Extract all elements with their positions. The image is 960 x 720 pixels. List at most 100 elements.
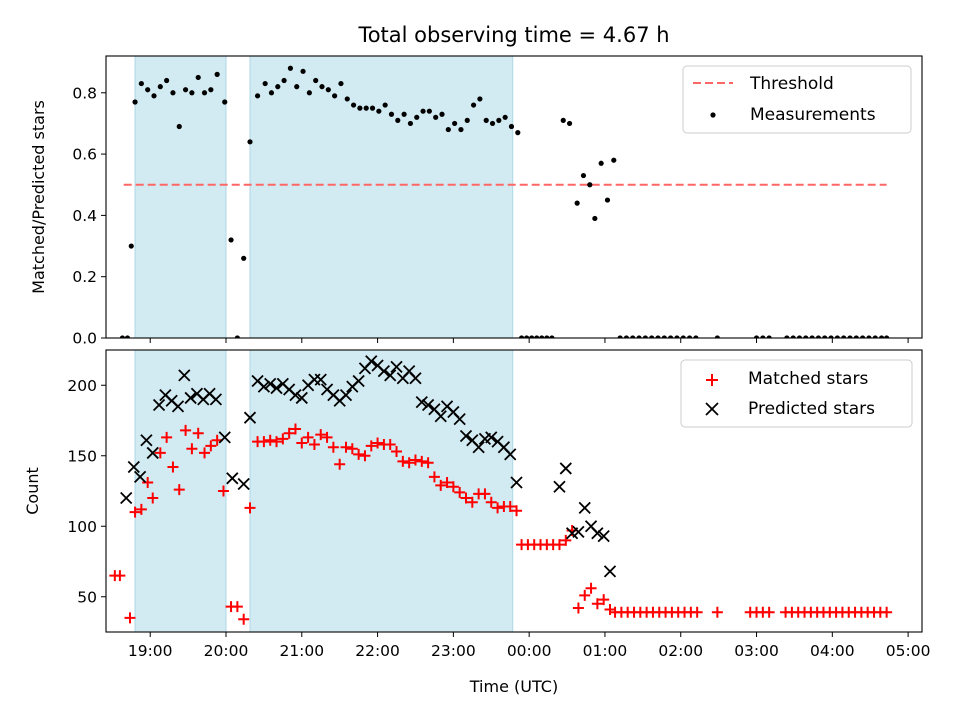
matched-star-point xyxy=(441,477,453,489)
y-tick-label: 50 xyxy=(77,588,97,606)
measurement-point xyxy=(560,117,566,123)
y-tick-label: 0.2 xyxy=(72,268,97,286)
measurement-point xyxy=(580,172,587,179)
measurement-point xyxy=(815,335,822,338)
top-panel: 0.00.20.40.60.8 Matched/Predicted stars … xyxy=(29,55,923,348)
bottom-legend-box xyxy=(680,359,913,428)
measurement-point xyxy=(275,84,281,90)
matched-star-point xyxy=(585,582,597,594)
measurement-point xyxy=(574,200,580,206)
measurement-points xyxy=(119,65,890,338)
measurement-point xyxy=(208,87,214,93)
predicted-star-point xyxy=(591,527,604,540)
matched-star-point xyxy=(340,441,352,453)
measurement-point xyxy=(680,335,686,338)
matched-star-point xyxy=(372,437,384,449)
measurement-point xyxy=(247,139,253,145)
measurement-point xyxy=(300,68,306,74)
bottom-y-ticks: 50 100 150 200 xyxy=(67,377,106,606)
measurement-point xyxy=(496,117,502,123)
measurement-point xyxy=(234,335,240,338)
matched-star-point xyxy=(572,602,584,614)
measurement-point xyxy=(515,130,521,136)
matched-star-point xyxy=(205,440,217,452)
predicted-star-point xyxy=(459,429,473,443)
measurement-point xyxy=(853,335,859,338)
matched-star-point xyxy=(560,534,572,546)
measurement-point xyxy=(649,335,655,338)
matched-star-point xyxy=(454,486,466,498)
predicted-star-point xyxy=(578,501,591,515)
matched-star-point xyxy=(321,431,333,443)
predicted-star-point xyxy=(365,355,378,368)
measurement-point xyxy=(524,335,530,338)
matched-star-point xyxy=(129,506,141,518)
measurement-point xyxy=(753,335,760,338)
measurement-point xyxy=(319,84,325,90)
measurement-point xyxy=(222,99,228,105)
measurement-point xyxy=(357,105,363,111)
measurement-point xyxy=(617,335,623,338)
measurement-point xyxy=(860,335,866,338)
x-tick-label: 01:00 xyxy=(583,642,628,660)
measurement-point xyxy=(784,335,790,338)
matched-star-point xyxy=(579,589,591,601)
measurement-point xyxy=(592,215,598,222)
predicted-star-point xyxy=(485,431,498,444)
measurement-point xyxy=(604,197,611,203)
matched-star-point xyxy=(289,423,301,435)
bottom-y-axis-label: Count xyxy=(23,467,42,515)
measurement-point xyxy=(534,335,540,338)
measurement-point xyxy=(214,71,220,77)
measurement-point xyxy=(822,335,828,338)
top-legend-box xyxy=(682,65,912,134)
measurement-point xyxy=(674,335,680,338)
y-tick-label: 150 xyxy=(67,447,97,465)
top-y-ticks: 0.0 0.2 0.4 0.6 0.8 xyxy=(72,84,106,348)
measurement-point xyxy=(119,335,126,338)
matched-star-point xyxy=(384,438,396,450)
top-x-ticks xyxy=(149,338,909,343)
matched-star-point xyxy=(511,505,523,517)
measurement-point xyxy=(623,335,630,338)
measurement-point xyxy=(508,123,515,130)
matched-star-point xyxy=(308,438,320,450)
predicted-star-points xyxy=(120,355,617,578)
matched-star-point xyxy=(485,496,497,508)
predicted-star-point xyxy=(171,400,185,413)
matched-star-point xyxy=(397,455,409,467)
measurement-point xyxy=(164,77,170,84)
matched-star-point xyxy=(466,496,478,508)
matched-star-point xyxy=(186,443,198,455)
matched-star-point xyxy=(598,594,610,606)
predicted-star-point xyxy=(133,470,147,484)
measurement-point xyxy=(539,335,545,338)
measurement-point xyxy=(306,90,312,96)
measurement-point xyxy=(661,335,667,338)
measurement-point xyxy=(376,108,382,114)
measurement-point xyxy=(395,117,401,123)
predicted-star-point xyxy=(352,374,365,388)
matched-star-point xyxy=(142,477,154,489)
measurement-point xyxy=(350,102,357,108)
measurement-point xyxy=(878,335,885,338)
measurement-point xyxy=(195,74,201,81)
measurement-point xyxy=(760,335,766,338)
measurement-point xyxy=(502,114,508,120)
measurement-point xyxy=(128,243,134,249)
measurement-point xyxy=(325,87,331,93)
predicted-star-point xyxy=(377,365,391,378)
matched-star-point xyxy=(167,461,179,473)
y-tick-label: 200 xyxy=(67,377,97,395)
measurement-point xyxy=(124,335,131,338)
measurement-point xyxy=(426,108,432,114)
x-tick-label: 23:00 xyxy=(431,642,476,660)
measurement-point xyxy=(884,335,890,338)
measurement-point xyxy=(483,117,489,123)
measurement-point xyxy=(182,87,189,93)
matched-star-point xyxy=(365,440,377,452)
predicted-star-point xyxy=(257,380,271,393)
matched-star-point xyxy=(244,502,256,514)
top-axes-frame xyxy=(105,55,923,339)
